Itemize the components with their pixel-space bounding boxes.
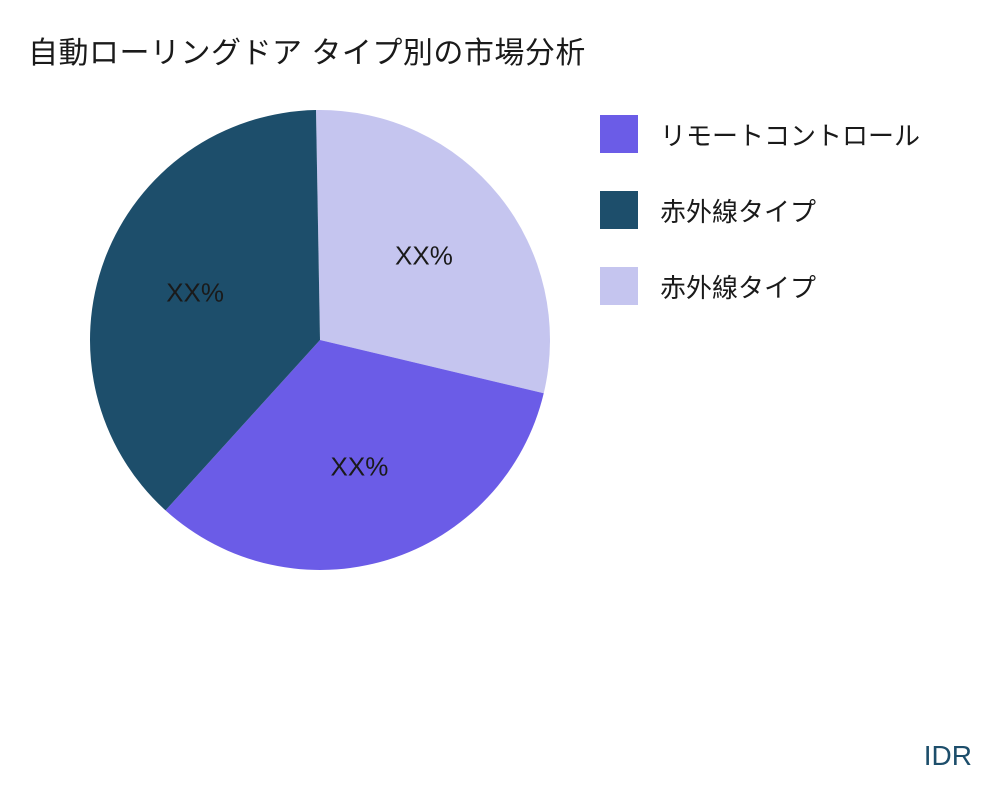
legend-swatch-0 [600,267,638,305]
legend-item-1: リモートコントロール [600,115,1000,153]
legend-swatch-1 [600,115,638,153]
chart-title: 自動ローリングドア タイプ別の市場分析 [28,28,586,72]
pie-svg [80,100,560,580]
pie-chart: XX%XX%XX% [80,100,560,580]
footer-branding: IDR [924,740,972,772]
legend-item-2: 赤外線タイプ [600,191,1000,229]
legend-item-0: 赤外線タイプ [600,267,1000,305]
pie-slices-group [90,110,550,570]
legend-swatch-2 [600,191,638,229]
legend-label-1: リモートコントロール [660,116,920,153]
legend-label-0: 赤外線タイプ [660,268,816,305]
legend: リモートコントロール赤外線タイプ赤外線タイプ [600,115,1000,343]
legend-label-2: 赤外線タイプ [660,192,816,229]
